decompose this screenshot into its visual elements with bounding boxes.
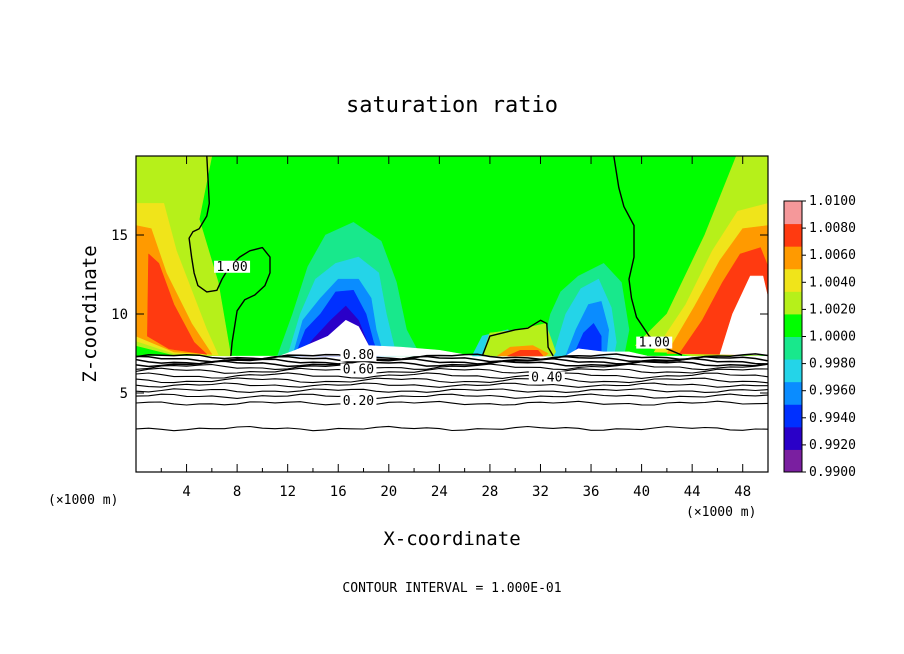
x-tick-label: 48	[734, 484, 751, 500]
contour-line	[136, 360, 768, 368]
y-axis-ticks: 5 10 15	[111, 228, 768, 402]
x-tick-label: 12	[279, 484, 296, 500]
contour-line	[136, 377, 768, 384]
contour-label-background	[340, 363, 377, 376]
x-tick-label: 4	[182, 484, 190, 500]
colorbar-label: 0.9920	[809, 438, 856, 453]
colorbar: 1.0100 1.0080 1.0060 1.0040 1.0020 1.0000 0.99…	[783, 194, 856, 480]
contour-line	[136, 357, 768, 365]
contour-line	[136, 388, 768, 393]
contour-label: 0.20	[343, 394, 374, 409]
x-tick-label: 24	[431, 484, 448, 500]
contour-interval-note: CONTOUR INTERVAL = 1.000E-01	[342, 581, 561, 596]
colorbar-label: 1.0000	[809, 330, 856, 345]
colorbar-swatch	[784, 381, 802, 405]
z-unit-label: (×1000 m)	[48, 493, 118, 508]
colorbar-swatch	[784, 336, 802, 360]
contour-line	[481, 319, 554, 357]
colorbar-swatch	[784, 359, 802, 383]
colorbar-swatch	[784, 268, 802, 292]
x-axis-label: X-coordinate	[383, 528, 520, 550]
contour-label: 0.40	[531, 370, 562, 385]
y-axis-label: Z-coordinate	[79, 245, 101, 382]
colorbar-swatch	[784, 404, 802, 428]
y-tick-label: 10	[111, 307, 128, 323]
x-tick-label: 28	[481, 484, 498, 500]
y-tick-label: 15	[111, 228, 128, 244]
colorbar-label: 1.0040	[809, 275, 856, 290]
contour-label: 1.00	[639, 336, 670, 351]
contour-line	[136, 353, 768, 361]
contour-line	[136, 372, 768, 379]
x-tick-label: 16	[330, 484, 347, 500]
colorbar-swatch	[784, 313, 802, 337]
colorbar-label: 1.0080	[809, 221, 856, 236]
colorbar-label: 0.9960	[809, 384, 856, 399]
x-tick-label: 20	[380, 484, 397, 500]
x-tick-label: 32	[532, 484, 549, 500]
x-tick-label: 8	[233, 484, 241, 500]
x-unit-label: (×1000 m)	[686, 505, 756, 520]
contour-label-background	[340, 395, 377, 408]
contour-label-background	[528, 371, 565, 384]
colorbar-label: 0.9940	[809, 411, 856, 426]
contour-line	[136, 400, 768, 406]
contour-line	[136, 367, 768, 374]
colorbar-swatch	[784, 426, 802, 450]
x-tick-label: 40	[633, 484, 650, 500]
contour-line	[136, 425, 768, 432]
colorbar-label: 0.9980	[809, 357, 856, 372]
field-region	[279, 319, 473, 357]
colorbar-swatch	[784, 449, 802, 473]
y-tick-label: 5	[120, 386, 128, 402]
colorbar-swatch	[784, 223, 802, 247]
contour-line	[136, 382, 768, 388]
x-tick-label: 36	[583, 484, 600, 500]
colorbar-label: 1.0100	[809, 194, 856, 209]
colorbar-swatch	[784, 246, 802, 270]
contour-line	[136, 355, 768, 363]
contour-label: 1.00	[216, 260, 247, 275]
field-region	[147, 253, 208, 355]
chart-title: saturation ratio	[346, 93, 558, 118]
contour-label-background	[636, 336, 673, 349]
contour-lines	[136, 156, 768, 432]
contour-label-background	[214, 260, 251, 273]
colorbar-label: 1.0020	[809, 302, 856, 317]
contour-label: 0.60	[343, 362, 374, 377]
contour-label: 0.80	[343, 348, 374, 363]
colorbar-label: 0.9900	[809, 465, 856, 480]
x-axis-ticks: 4 8 12 16 20 24 28 32 36 40 44 48	[160, 156, 751, 500]
colorbar-swatch	[784, 201, 802, 225]
field-region	[719, 275, 768, 356]
contour-labels: 1.00 1.00 0.800.60 0.40 0.20	[214, 260, 673, 409]
contour-line	[136, 393, 768, 399]
contour-label-background	[340, 349, 377, 362]
contour-line	[136, 363, 768, 371]
field-region	[507, 349, 544, 357]
colorbar-label: 1.0060	[809, 248, 856, 263]
heatmap-field	[136, 156, 768, 472]
colorbar-swatch	[784, 291, 802, 315]
x-tick-label: 44	[684, 484, 701, 500]
